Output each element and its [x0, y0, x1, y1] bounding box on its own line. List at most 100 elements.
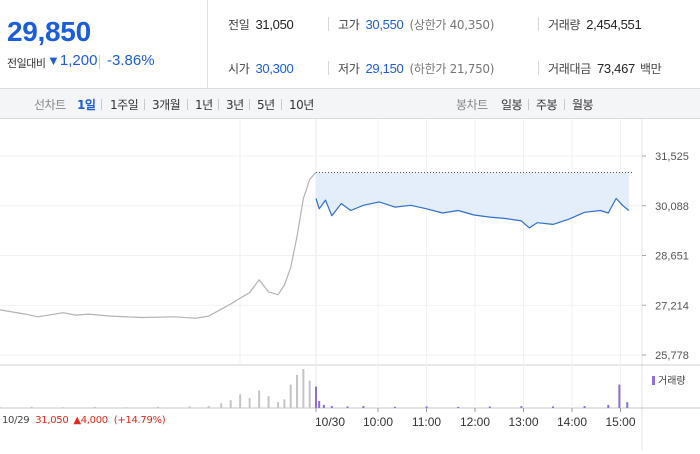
divider [538, 17, 539, 31]
stat-open-label: 시가 [228, 62, 250, 76]
change-absolute: ▼1,200 [47, 52, 97, 69]
change-absolute-value: 1,200 [59, 52, 98, 69]
tab-period-3y[interactable]: 3년 [226, 98, 244, 112]
quote-panel: 29,850 전일대비 ▼1,200 -3.86% 전일 31,050 고가 30,… [0, 0, 700, 89]
tab-candle-daily[interactable]: 일봉 [501, 98, 523, 112]
x-tick-label: 14:00 [557, 415, 587, 429]
series-line-prev-day [0, 171, 317, 319]
stat-volume: 거래량 2,454,551 [548, 16, 642, 33]
stat-amount: 거래대금 73,467 백만 [548, 60, 662, 77]
today-fill-area [316, 172, 629, 228]
y-tick-label: 28,651 [655, 251, 689, 263]
chart-svg: 10/30 10:00 11:00 12:00 13:00 14:00 15:00 31,52… [0, 119, 700, 450]
volume-bar [283, 399, 286, 408]
stat-high-value: 30,550 [365, 17, 404, 32]
x-tick-label: 11:00 [412, 415, 441, 429]
stat-prev: 전일 31,050 [228, 16, 294, 33]
volume-bar [308, 380, 311, 408]
volume-bar [626, 402, 629, 408]
stat-high: 고가 30,550 (상한가 40,350) [338, 16, 494, 33]
divider [249, 99, 250, 110]
tab-period-10y[interactable]: 10년 [289, 98, 314, 112]
volume-bar [0, 407, 1, 408]
current-price: 29,850 [7, 16, 91, 47]
stat-amount-unit: 백만 [639, 62, 662, 76]
volume-bar [229, 400, 232, 408]
volume-legend: 거래량 [652, 372, 686, 387]
volume-bar [248, 398, 251, 408]
stat-high-sub: (상한가 40,350) [409, 18, 495, 32]
volume-bar [30, 406, 33, 408]
prev-close: 31,050 [35, 415, 69, 426]
divider [328, 17, 329, 31]
series-line-today [315, 197, 630, 229]
volume-bar [296, 374, 299, 408]
candle-chart-label: 봉차트 [456, 98, 488, 112]
volume-bar [62, 407, 65, 408]
volume-bar [207, 406, 210, 408]
volume-bar [318, 400, 321, 408]
volume-bar [125, 407, 128, 408]
change-label: 전일대비 [7, 57, 46, 70]
volume-bar [330, 406, 333, 408]
tab-period-3m[interactable]: 3개월 [152, 98, 181, 112]
stat-prev-value: 31,050 [255, 17, 294, 32]
volume-bar [488, 406, 491, 408]
volume-bar [346, 406, 349, 408]
volume-bar [93, 406, 96, 408]
volume-bar [607, 404, 610, 408]
volume-bar [220, 403, 223, 408]
prev-change: 4,000 [80, 415, 108, 426]
tab-period-1d[interactable]: 1일 [77, 98, 96, 112]
y-tick-label: 25,778 [655, 350, 689, 362]
divider [538, 61, 539, 75]
volume-bar [267, 396, 270, 408]
up-triangle-icon: ▲ [73, 415, 81, 426]
y-tick-label: 31,525 [655, 151, 689, 163]
volume-bar [457, 406, 460, 408]
volume-bar [394, 406, 396, 408]
x-tick-label: 13:00 [508, 415, 538, 429]
prev-date: 10/29 [2, 415, 30, 426]
stat-low-sub: (하한가 21,750) [409, 62, 495, 76]
x-tick-label: 10:00 [363, 415, 393, 429]
tab-period-5y[interactable]: 5년 [257, 98, 275, 112]
divider [564, 99, 565, 110]
volume-bar [289, 384, 292, 408]
tab-period-1w[interactable]: 1주일 [110, 98, 139, 112]
volume-bar [315, 386, 317, 408]
prev-change-pct: (+14.79%) [113, 415, 166, 426]
volume-bar [302, 369, 305, 408]
line-chart-label: 선차트 [34, 98, 66, 112]
stat-low-value: 29,150 [365, 61, 404, 76]
tab-period-1y[interactable]: 1년 [195, 98, 213, 112]
divider [281, 99, 282, 110]
volume-bar [552, 406, 554, 408]
volume-bar [425, 406, 428, 408]
x-tick-label: 10/30 [315, 415, 345, 429]
volume-swatch-icon [652, 376, 655, 385]
stat-volume-label: 거래량 [548, 18, 581, 32]
divider [328, 61, 329, 75]
down-triangle-icon: ▼ [47, 53, 60, 68]
x-tick-label: 15:00 [605, 415, 635, 429]
volume-bar [362, 406, 365, 408]
tab-candle-weekly[interactable]: 주봉 [536, 98, 558, 112]
change-percent: -3.86% [107, 52, 155, 69]
divider [528, 99, 529, 110]
price-box: 29,850 전일대비 ▼1,200 -3.86% [0, 0, 208, 89]
stat-volume-value: 2,454,551 [586, 17, 642, 32]
stat-open-value: 30,300 [255, 61, 294, 76]
price-chart[interactable]: 10/30 10:00 11:00 12:00 13:00 14:00 15:00 31,52… [0, 119, 700, 450]
chart-tab-bar: 선차트 1일 1주일 3개월 1년 3년 5년 10년 봉차트 일봉 주봉 월봉 [0, 89, 700, 119]
volume-bar [618, 384, 621, 408]
volume-bar [322, 404, 325, 408]
stat-low-label: 저가 [338, 62, 360, 76]
tab-candle-monthly[interactable]: 월봉 [572, 98, 594, 112]
stat-high-label: 고가 [338, 18, 360, 32]
divider [187, 99, 188, 110]
volume-bar [520, 406, 523, 408]
volume-bar [583, 406, 586, 408]
volume-bar [277, 402, 280, 408]
divider [218, 99, 219, 110]
